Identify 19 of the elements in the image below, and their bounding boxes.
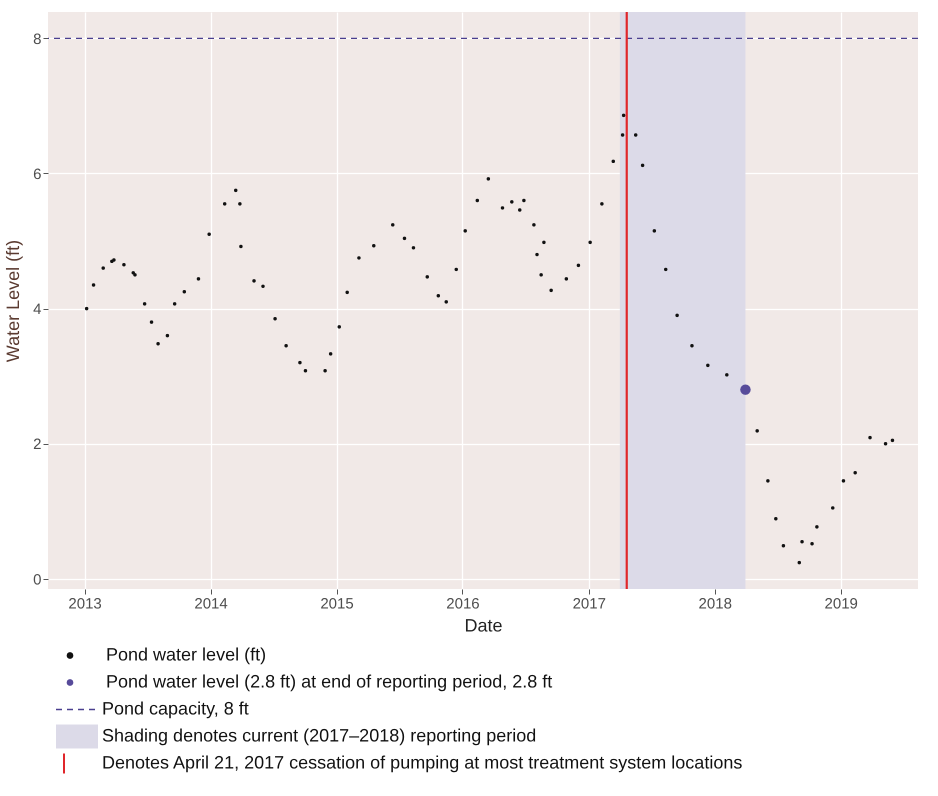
x-axis-title: Date (464, 616, 503, 636)
y-axis-title: Water Level (ft) (3, 240, 24, 362)
x-tick-label: 2017 (572, 596, 606, 612)
legend-label: Pond water level (2.8 ft) at end of reporting period, 2.8 ft (106, 672, 552, 692)
legend-label: Shading denotes current (2017–2018) reporting period (102, 726, 536, 746)
x-tick-label: 2018 (698, 596, 732, 612)
x-tick-label: 2013 (68, 596, 102, 612)
x-tick-label: 2014 (194, 596, 228, 612)
y-tick-label: 8 (33, 30, 42, 48)
x-tick-label: 2015 (320, 596, 354, 612)
x-tick-label: 2019 (824, 596, 858, 612)
y-tick-label: 2 (33, 436, 42, 454)
y-tick-label: 6 (33, 166, 42, 183)
y-tick-label: 0 (33, 571, 42, 588)
legend-label: Pond water level (ft) (106, 644, 266, 664)
x-tick-label: 2016 (446, 596, 480, 612)
legend-label: Pond capacity, 8 ft (102, 698, 249, 718)
y-tick-label: 4 (33, 301, 42, 318)
legend-label: Denotes April 21, 2017 cessation of pumping at most treatment system locations (102, 752, 742, 772)
